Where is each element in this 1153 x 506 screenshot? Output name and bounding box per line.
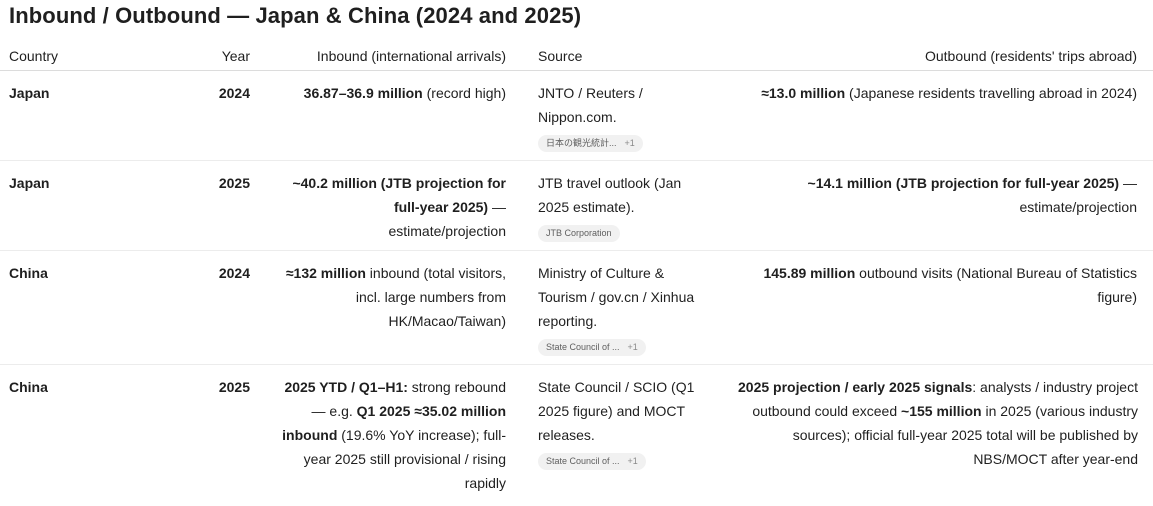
cell-source: JNTO / Reuters / Nippon.com. 日本の観光統計... +… — [506, 70, 738, 161]
inbound-q1-value: Q1 2025 ≈35.02 million inbound — [282, 403, 506, 443]
table-header-row: Country Year Inbound (international arri… — [0, 42, 1153, 71]
cell-country: Japan — [0, 70, 113, 161]
cell-year: 2024 — [113, 250, 250, 365]
inbound-value: ~40.2 million (JTB projection for full-y… — [292, 175, 506, 215]
chip-label: JTB Corporation — [546, 228, 612, 238]
cell-source: JTB travel outlook (Jan 2025 estimate). … — [506, 160, 738, 251]
inbound-note: (record high) — [422, 85, 506, 101]
outbound-note: : analysts / industry project outbound c… — [752, 379, 1138, 419]
cell-inbound: ~40.2 million (JTB projection for full-y… — [250, 160, 506, 251]
cell-country: Japan — [0, 160, 113, 251]
outbound-note: — estimate/projection — [1019, 175, 1137, 215]
cell-inbound: ≈132 million inbound (total visitors, in… — [250, 250, 506, 365]
cell-source: Ministry of Culture & Tourism / gov.cn /… — [506, 250, 738, 365]
outbound-value: ≈13.0 million — [761, 85, 846, 101]
outbound-note-tail: in 2025 (various industry sources); offi… — [792, 403, 1138, 467]
outbound-value: 145.89 million — [763, 265, 856, 281]
cell-year: 2024 — [113, 70, 250, 161]
source-text: JNTO / Reuters / Nippon.com. — [538, 85, 643, 125]
table-row: Japan 2024 36.87–36.9 million (record hi… — [0, 70, 1153, 161]
cell-outbound: ≈13.0 million (Japanese residents travel… — [738, 70, 1153, 161]
header-source: Source — [506, 42, 738, 71]
cell-inbound: 36.87–36.9 million (record high) — [250, 70, 506, 161]
table-row: China 2025 2025 YTD / Q1–H1: strong rebo… — [0, 365, 1153, 503]
outbound-value: ~14.1 million (JTB projection for full-y… — [807, 175, 1120, 191]
cell-year: 2025 — [113, 160, 250, 251]
chip-more-count: +1 — [624, 138, 635, 148]
outbound-value: 2025 projection / early 2025 signals — [738, 379, 973, 395]
outbound-note: (Japanese residents travelling abroad in… — [845, 85, 1137, 101]
inbound-note: — estimate/projection — [388, 199, 506, 239]
source-text: Ministry of Culture & Tourism / gov.cn /… — [538, 265, 695, 329]
inbound-note: strong rebound — e.g. — [311, 379, 506, 419]
chip-more-count: +1 — [627, 456, 638, 466]
source-citation-chip[interactable]: 日本の観光統計... +1 — [538, 134, 643, 152]
chip-label: State Council of ... — [546, 456, 620, 466]
source-citation-chip[interactable]: State Council of ... +1 — [538, 452, 646, 470]
cell-country: China — [0, 250, 113, 365]
cell-outbound: 2025 projection / early 2025 signals: an… — [738, 365, 1153, 503]
table-row: China 2024 ≈132 million inbound (total v… — [0, 250, 1153, 365]
travel-stats-table: Country Year Inbound (international arri… — [0, 42, 1153, 502]
cell-year: 2025 — [218, 379, 250, 395]
page-title: Inbound / Outbound — Japan & China (2024… — [9, 3, 582, 28]
chip-more-count: +1 — [627, 342, 638, 352]
source-citation-chip[interactable]: JTB Corporation — [538, 224, 620, 242]
cell-source: State Council / SCIO (Q1 2025 figure) an… — [506, 365, 738, 503]
cell-country: China — [9, 379, 48, 395]
header-country: Country — [0, 42, 113, 71]
inbound-value: ≈132 million — [285, 265, 366, 281]
outbound-projection-value: ~155 million — [901, 403, 982, 419]
chip-label: State Council of ... — [546, 342, 620, 352]
outbound-note: outbound visits (National Bureau of Stat… — [855, 265, 1137, 305]
header-outbound: Outbound (residents' trips abroad) — [738, 42, 1153, 71]
cell-outbound: ~14.1 million (JTB projection for full-y… — [738, 160, 1153, 251]
inbound-value: 36.87–36.9 million — [303, 85, 423, 101]
inbound-note: inbound (total visitors, incl. large num… — [355, 265, 506, 329]
source-text: State Council / SCIO (Q1 2025 figure) an… — [538, 379, 695, 443]
source-citation-chip[interactable]: State Council of ... +1 — [538, 338, 646, 356]
source-text: JTB travel outlook (Jan 2025 estimate). — [538, 175, 682, 215]
header-inbound: Inbound (international arrivals) — [250, 42, 506, 71]
inbound-value: 2025 YTD / Q1–H1: — [284, 379, 408, 395]
cell-inbound: 2025 YTD / Q1–H1: strong rebound — e.g. … — [250, 365, 506, 503]
chip-label: 日本の観光統計... — [546, 138, 617, 148]
cell-outbound: 145.89 million outbound visits (National… — [738, 250, 1153, 365]
header-year: Year — [113, 42, 250, 71]
table-row: Japan 2025 ~40.2 million (JTB projection… — [0, 160, 1153, 251]
inbound-note-tail: (19.6% YoY increase); full-year 2025 sti… — [303, 427, 506, 491]
